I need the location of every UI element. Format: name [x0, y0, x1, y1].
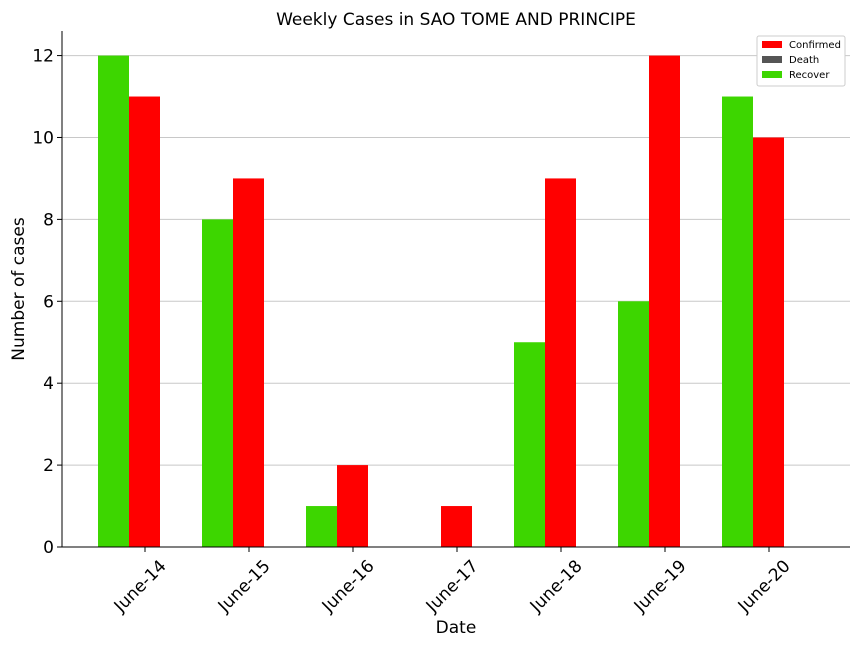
chart-title: Weekly Cases in SAO TOME AND PRINCIPE — [276, 10, 636, 30]
bar-confirmed-june-18 — [545, 178, 576, 547]
grid-lines — [62, 55, 850, 466]
y-tick-label: 12 — [32, 47, 54, 67]
bar-confirmed-june-17 — [441, 506, 472, 547]
legend: Confirmed Death Recover — [756, 35, 846, 87]
y-tick-label: 10 — [32, 128, 54, 148]
bar-recover-june-14 — [98, 55, 129, 547]
x-tick-label: June-17 — [422, 556, 483, 617]
bar-confirmed-june-14 — [129, 96, 160, 548]
bar-confirmed-june-16 — [337, 465, 368, 547]
legend-swatch-death — [762, 56, 782, 63]
x-tick-label: June-16 — [318, 556, 379, 617]
x-tick-label: June-14 — [110, 556, 171, 617]
bar-recover-june-16 — [306, 506, 337, 547]
legend-label-death: Death — [789, 55, 819, 66]
legend-label-recover: Recover — [789, 70, 830, 81]
x-axis-label: Date — [436, 618, 477, 638]
bar-recover-june-15 — [202, 219, 233, 547]
x-tick-label: June-20 — [734, 556, 795, 617]
x-tick-label: June-15 — [214, 556, 275, 617]
bars — [98, 55, 784, 548]
y-tick-label: 8 — [43, 210, 54, 230]
x-tick-label: June-18 — [526, 556, 587, 617]
y-ticks: 0 2 4 6 8 10 12 — [32, 47, 62, 558]
axes — [61, 31, 850, 548]
legend-label-confirmed: Confirmed — [789, 40, 841, 51]
bar-confirmed-june-20 — [753, 137, 784, 547]
y-tick-label: 6 — [43, 292, 54, 312]
y-tick-label: 4 — [43, 374, 54, 394]
legend-swatch-recover — [762, 71, 782, 78]
y-tick-label: 2 — [43, 456, 54, 476]
legend-items: Confirmed Death Recover — [762, 40, 841, 81]
bar-recover-june-19 — [618, 301, 649, 547]
bar-recover-june-20 — [722, 96, 753, 548]
legend-swatch-confirmed — [762, 41, 782, 48]
y-axis-label: Number of cases — [9, 217, 29, 361]
bar-confirmed-june-19 — [649, 55, 680, 547]
y-tick-label: 0 — [43, 538, 54, 558]
x-tick-label: June-19 — [630, 556, 691, 617]
x-ticks: June-14 June-15 June-16 June-17 June-18 June-… — [110, 547, 795, 617]
bar-confirmed-june-15 — [233, 178, 264, 547]
bar-recover-june-18 — [514, 342, 545, 547]
